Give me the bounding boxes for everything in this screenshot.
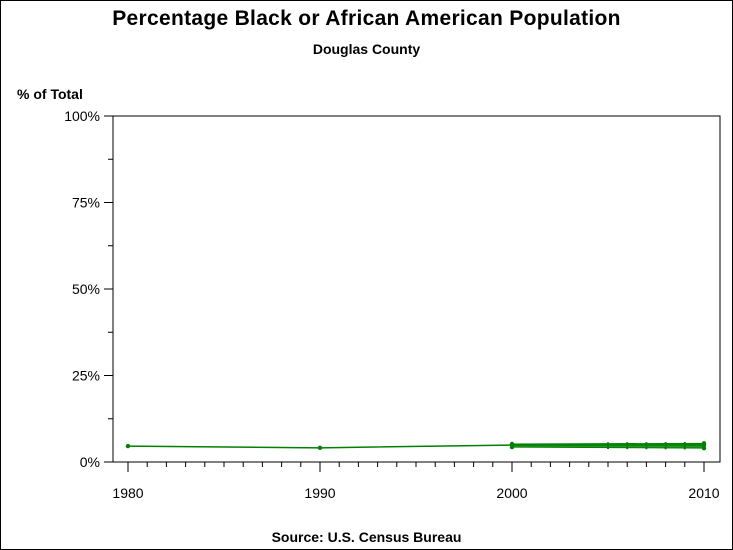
data-point: [509, 441, 515, 447]
chart-subtitle: Douglas County: [312, 41, 421, 57]
data-point: [509, 444, 515, 450]
source-note: Source: U.S. Census Bureau: [271, 529, 462, 545]
x-axis: 1980 1990 2000 2010: [112, 462, 720, 501]
y-tick-label: 50%: [72, 281, 100, 297]
y-axis: 0% 25% 50% 75% 100%: [64, 108, 113, 470]
data-point: [701, 441, 707, 446]
data-point: [701, 445, 707, 451]
chart-title: Percentage Black or African American Pop…: [112, 7, 621, 30]
y-axis-label: % of Total: [17, 86, 83, 102]
data-point: [317, 445, 323, 451]
y-tick-label: 25%: [72, 368, 100, 384]
plot-area: [112, 115, 721, 463]
x-tick-label: 2000: [496, 485, 527, 501]
y-tick-label: 0%: [80, 454, 100, 470]
x-tick-label: 1980: [112, 485, 143, 501]
series-layer: [125, 441, 707, 451]
x-tick-label: 2010: [688, 485, 719, 501]
y-tick-label: 100%: [64, 108, 100, 124]
data-point: [125, 443, 131, 449]
y-tick-label: 75%: [72, 195, 100, 211]
x-tick-label: 1990: [304, 485, 335, 501]
